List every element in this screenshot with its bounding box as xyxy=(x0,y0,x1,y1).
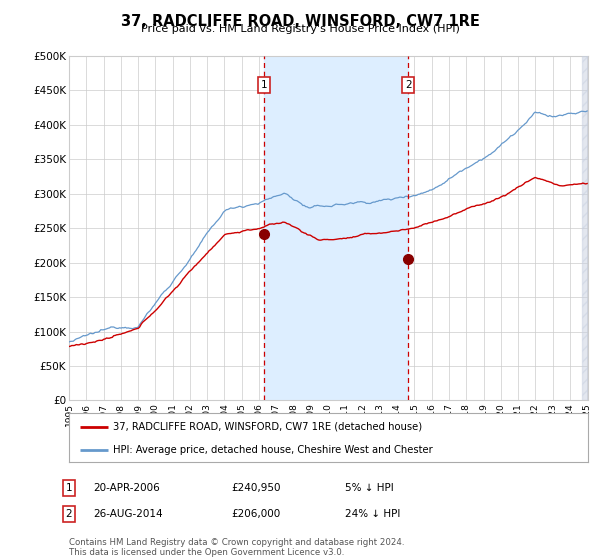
Text: 37, RADCLIFFE ROAD, WINSFORD, CW7 1RE (detached house): 37, RADCLIFFE ROAD, WINSFORD, CW7 1RE (d… xyxy=(113,422,422,432)
Bar xyxy=(264,56,409,400)
Text: 1: 1 xyxy=(261,80,268,90)
Text: 1: 1 xyxy=(65,483,73,493)
Text: £240,950: £240,950 xyxy=(231,483,281,493)
Text: 24% ↓ HPI: 24% ↓ HPI xyxy=(345,509,400,519)
Text: 2: 2 xyxy=(405,80,412,90)
Text: 5% ↓ HPI: 5% ↓ HPI xyxy=(345,483,394,493)
Text: Price paid vs. HM Land Registry's House Price Index (HPI): Price paid vs. HM Land Registry's House … xyxy=(140,24,460,34)
Text: £206,000: £206,000 xyxy=(231,509,280,519)
Text: HPI: Average price, detached house, Cheshire West and Chester: HPI: Average price, detached house, Ches… xyxy=(113,445,433,455)
Text: 20-APR-2006: 20-APR-2006 xyxy=(93,483,160,493)
Text: 37, RADCLIFFE ROAD, WINSFORD, CW7 1RE: 37, RADCLIFFE ROAD, WINSFORD, CW7 1RE xyxy=(121,14,479,29)
Text: Contains HM Land Registry data © Crown copyright and database right 2024.
This d: Contains HM Land Registry data © Crown c… xyxy=(69,538,404,557)
Text: 26-AUG-2014: 26-AUG-2014 xyxy=(93,509,163,519)
Text: 2: 2 xyxy=(65,509,73,519)
Bar xyxy=(582,56,588,400)
